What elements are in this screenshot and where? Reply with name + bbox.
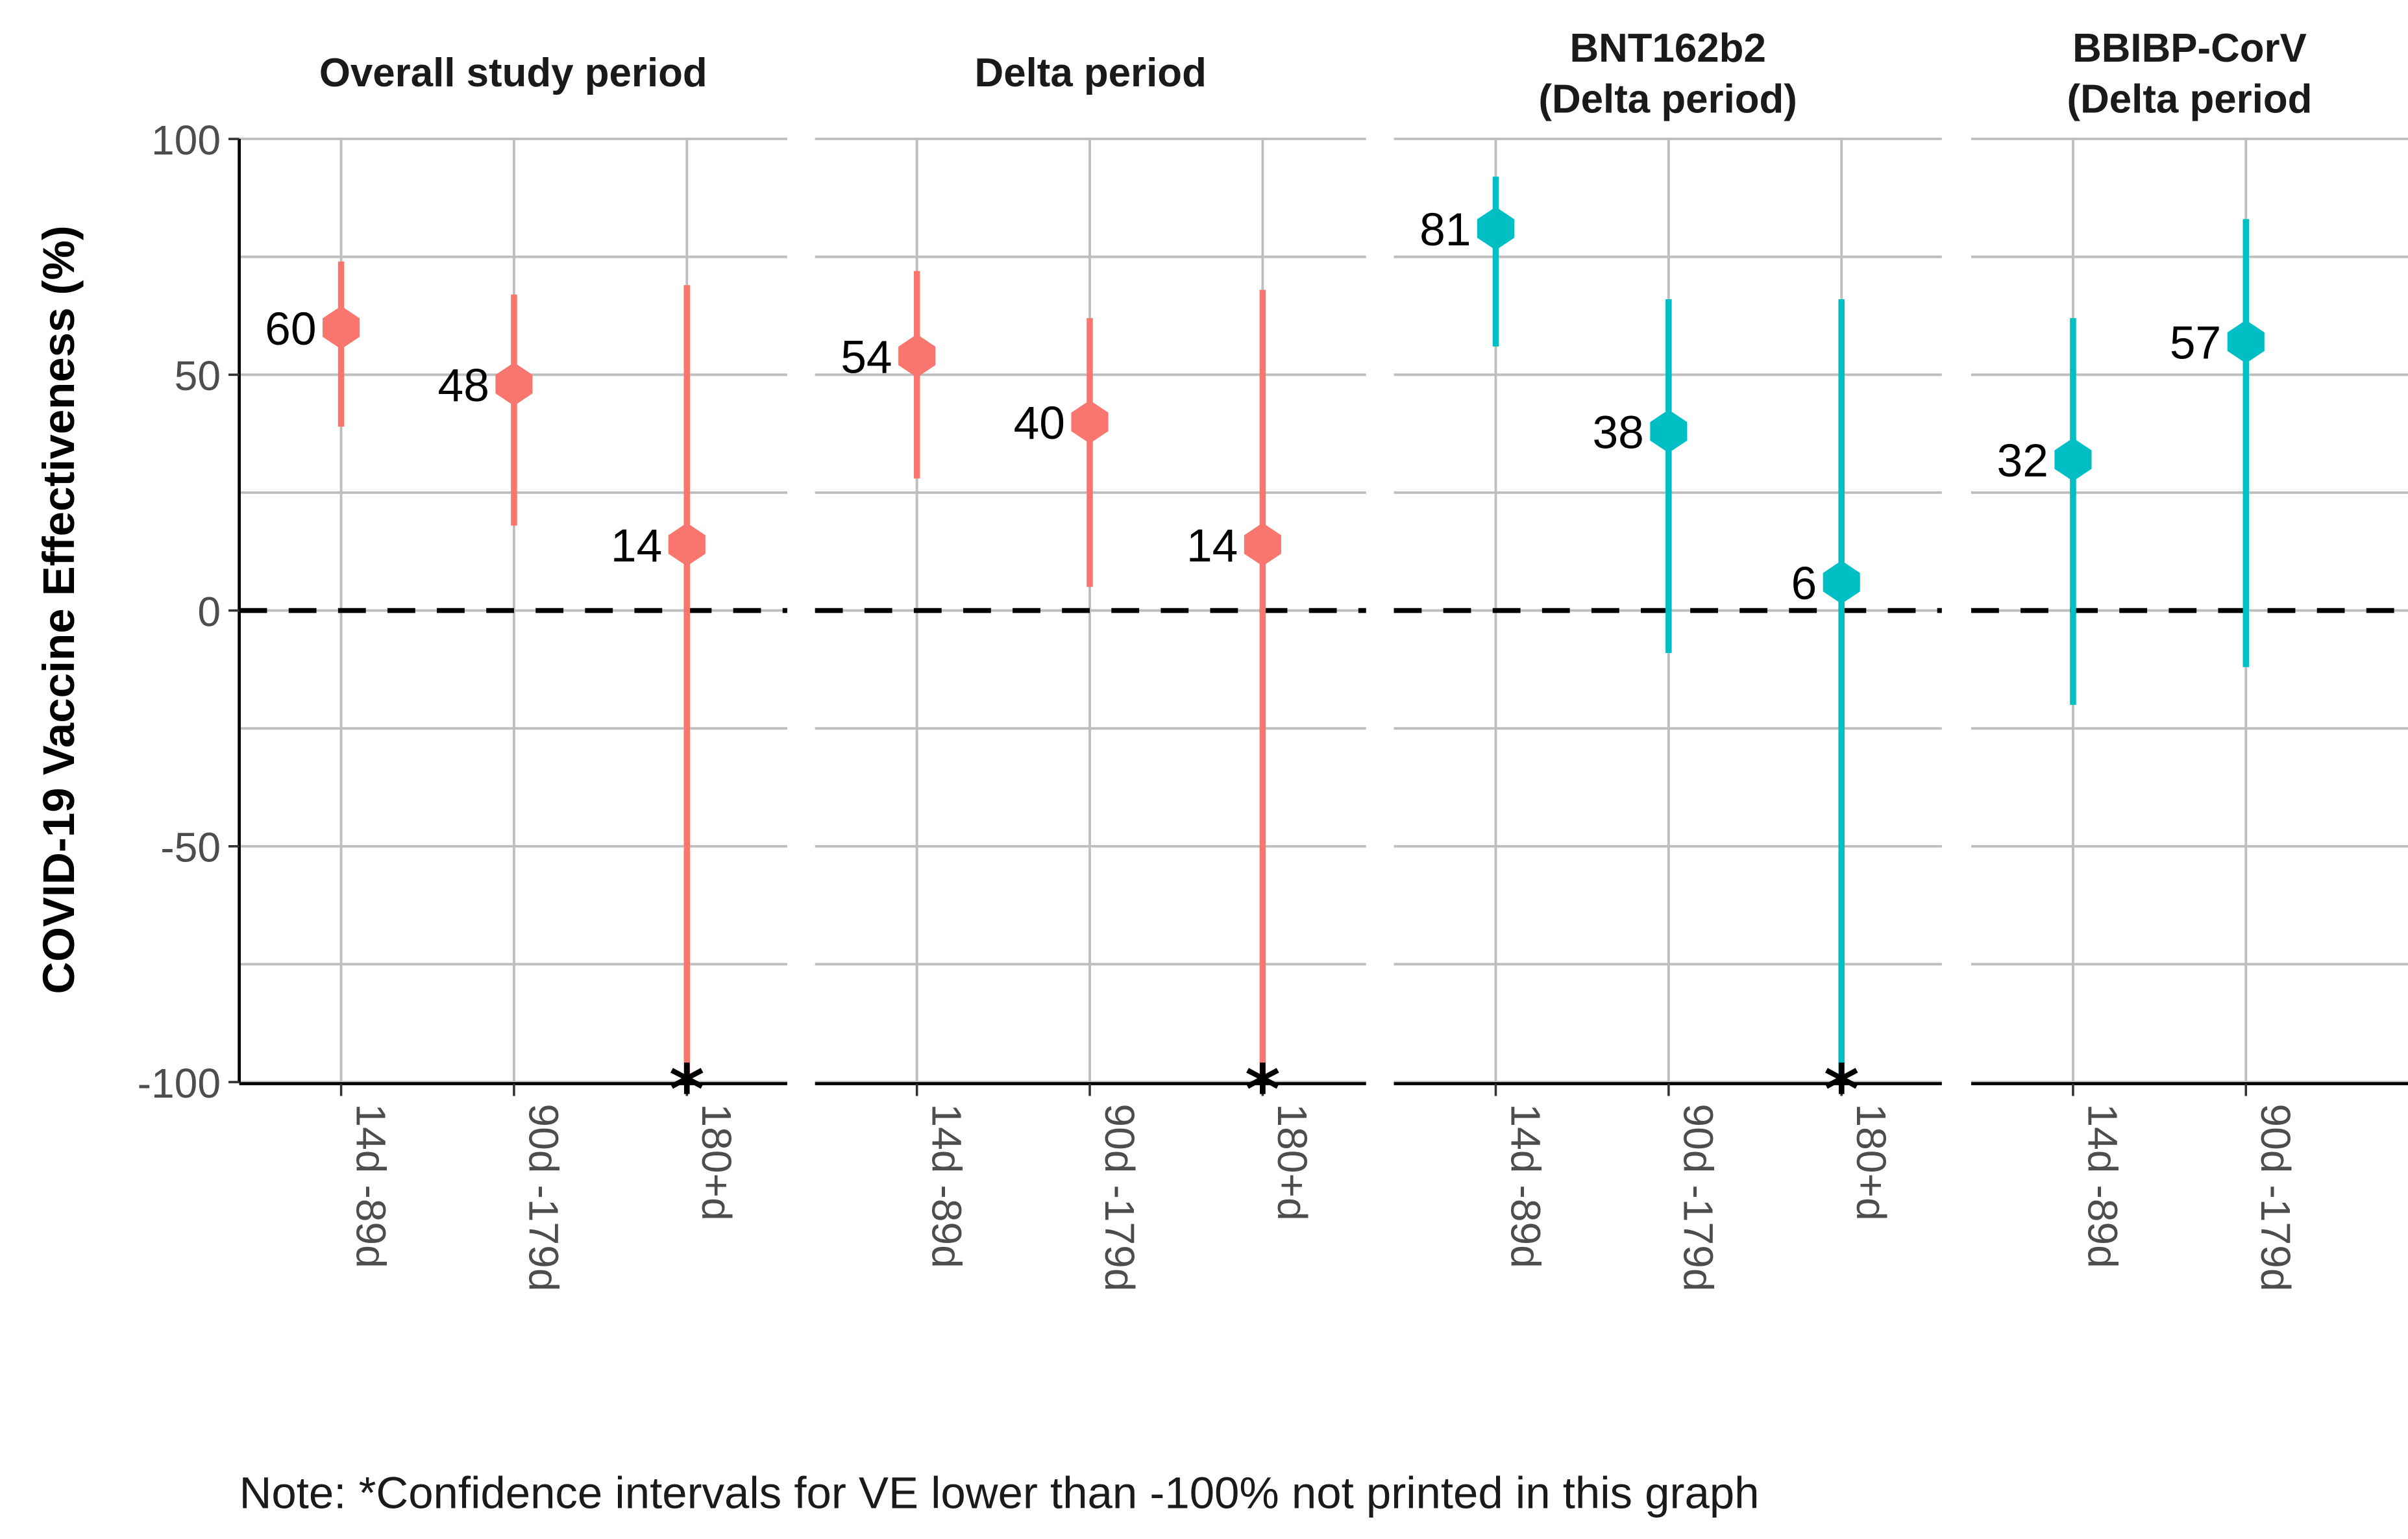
point-estimate-marker (495, 362, 533, 406)
point-estimate-marker (1823, 560, 1860, 604)
y-axis-label: COVID-19 Vaccine Effectiveness (%) (34, 225, 84, 994)
facet-panel: Delta period 14d -89d 90d -179d 180+d 54 40 14… (815, 51, 1366, 1292)
y-axis: 100 50 0 -50 -100 (138, 117, 241, 1107)
data-label: 54 (841, 331, 892, 383)
point-estimate-marker (1244, 523, 1281, 567)
x-tick-label: 90d -179d (1096, 1103, 1143, 1291)
point-estimate-marker (898, 334, 936, 378)
point-estimate-marker (2054, 437, 2092, 482)
data-label: 6 (1791, 558, 1817, 609)
panel-title: BBIBP-CorV (2072, 26, 2307, 71)
data-label: 32 (1997, 435, 2048, 487)
x-tick-label: 180+d (1269, 1103, 1316, 1220)
x-tick-label: 180+d (693, 1103, 740, 1220)
data-label: 14 (611, 520, 662, 572)
data-label: 57 (2170, 317, 2221, 369)
x-tick-label: 14d -89d (923, 1103, 970, 1268)
facet-panel: Overall study period 14d -89d 90d -179d 180… (239, 51, 787, 1292)
data-label: 81 (1419, 204, 1471, 256)
point-estimate-marker (668, 523, 706, 567)
x-tick-label: 90d -179d (521, 1103, 567, 1291)
data-label: 48 (438, 360, 489, 412)
y-tick-label: 0 (197, 588, 221, 635)
footnote: Note: *Confidence intervals for VE lower… (240, 1468, 1760, 1518)
data-label: 14 (1186, 520, 1238, 572)
data-label: 60 (265, 303, 316, 355)
point-estimate-marker (323, 306, 360, 349)
x-tick-label: 90d -179d (1675, 1103, 1722, 1291)
y-tick-label: 100 (151, 117, 221, 164)
panel-title: BNT162b2 (1569, 26, 1765, 71)
data-label: 40 (1014, 397, 1065, 449)
data-label: 38 (1592, 407, 1643, 459)
truncation-asterisk: * (1245, 1050, 1281, 1129)
y-tick-label: -100 (138, 1060, 221, 1107)
panel-title: Overall study period (319, 51, 707, 95)
panel-title: Delta period (975, 51, 1207, 95)
x-tick-label: 90d -179d (2252, 1103, 2299, 1291)
x-tick-label: 14d -89d (2080, 1103, 2126, 1268)
y-tick-label: 50 (175, 352, 221, 399)
point-estimate-marker (1477, 206, 1515, 251)
truncation-asterisk: * (669, 1050, 705, 1129)
point-estimate-marker (1071, 400, 1109, 444)
point-estimate-marker (2227, 320, 2265, 363)
x-tick-label: 14d -89d (1502, 1103, 1549, 1268)
point-estimate-marker (1650, 410, 1688, 453)
facet-panel: BBIBP-CorV (Delta period 14d -89d 90d -179d… (1971, 26, 2408, 1292)
y-tick-label: -50 (160, 824, 221, 871)
x-tick-label: 14d -89d (347, 1103, 394, 1268)
facet-panel: BNT162b2 (Delta period) 14d -89d 90d -179d 1… (1394, 26, 1942, 1292)
panel-title: (Delta period (2067, 77, 2313, 122)
x-tick-label: 180+d (1848, 1103, 1895, 1220)
panel-title: (Delta period) (1538, 77, 1797, 122)
panels: Overall study period 14d -89d 90d -179d 180… (239, 26, 2408, 1292)
truncation-asterisk: * (1824, 1050, 1860, 1129)
